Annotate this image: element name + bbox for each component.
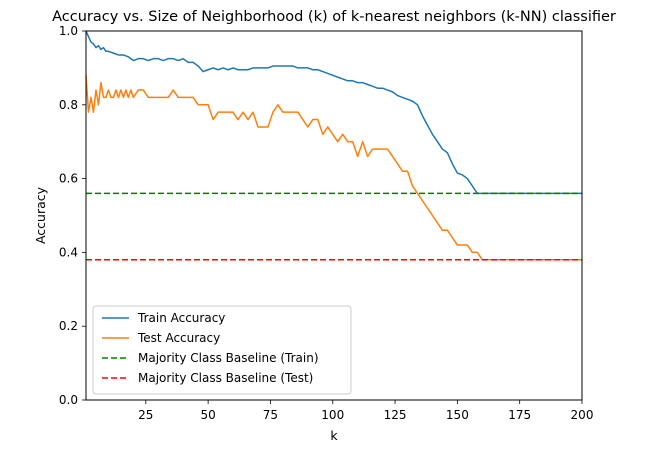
series-line-2 [85, 75, 582, 261]
y-axis-ticks: 0.0 0.2 0.4 0.6 0.8 1.0 [59, 24, 86, 407]
y-tick-label: 0.0 [59, 393, 78, 407]
legend-label: Train Accuracy [137, 311, 225, 325]
y-axis-label: Accuracy [33, 186, 48, 244]
x-tick-label: 125 [384, 408, 407, 422]
x-tick-label: 100 [321, 408, 344, 422]
legend-label: Test Accuracy [137, 331, 220, 345]
series-line-1 [85, 30, 582, 195]
y-tick-label: 0.4 [59, 245, 78, 259]
x-tick-label: 25 [138, 408, 153, 422]
y-tick-label: 0.6 [59, 172, 78, 186]
x-tick-label: 75 [263, 408, 278, 422]
y-tick-label: 1.0 [59, 24, 78, 38]
x-tick-label: 50 [200, 408, 215, 422]
legend-label: Majority Class Baseline (Test) [138, 371, 313, 385]
x-tick-label: 175 [508, 408, 531, 422]
legend: Train Accuracy Test Accuracy Majority Clas… [92, 305, 352, 395]
legend-box [92, 305, 352, 395]
x-axis-label: k [330, 428, 338, 443]
x-axis-ticks: 25 50 75 100 125 150 175 200 [138, 400, 593, 422]
y-tick-label: 0.2 [59, 319, 78, 333]
plot-series [85, 30, 582, 261]
y-tick-label: 0.8 [59, 98, 78, 112]
legend-label: Majority Class Baseline (Train) [138, 351, 319, 365]
plot-frame [85, 30, 583, 401]
x-tick-label: 200 [571, 408, 594, 422]
x-tick-label: 150 [446, 408, 469, 422]
chart-title: Accuracy vs. Size of Neighborhood (k) of… [52, 9, 616, 25]
